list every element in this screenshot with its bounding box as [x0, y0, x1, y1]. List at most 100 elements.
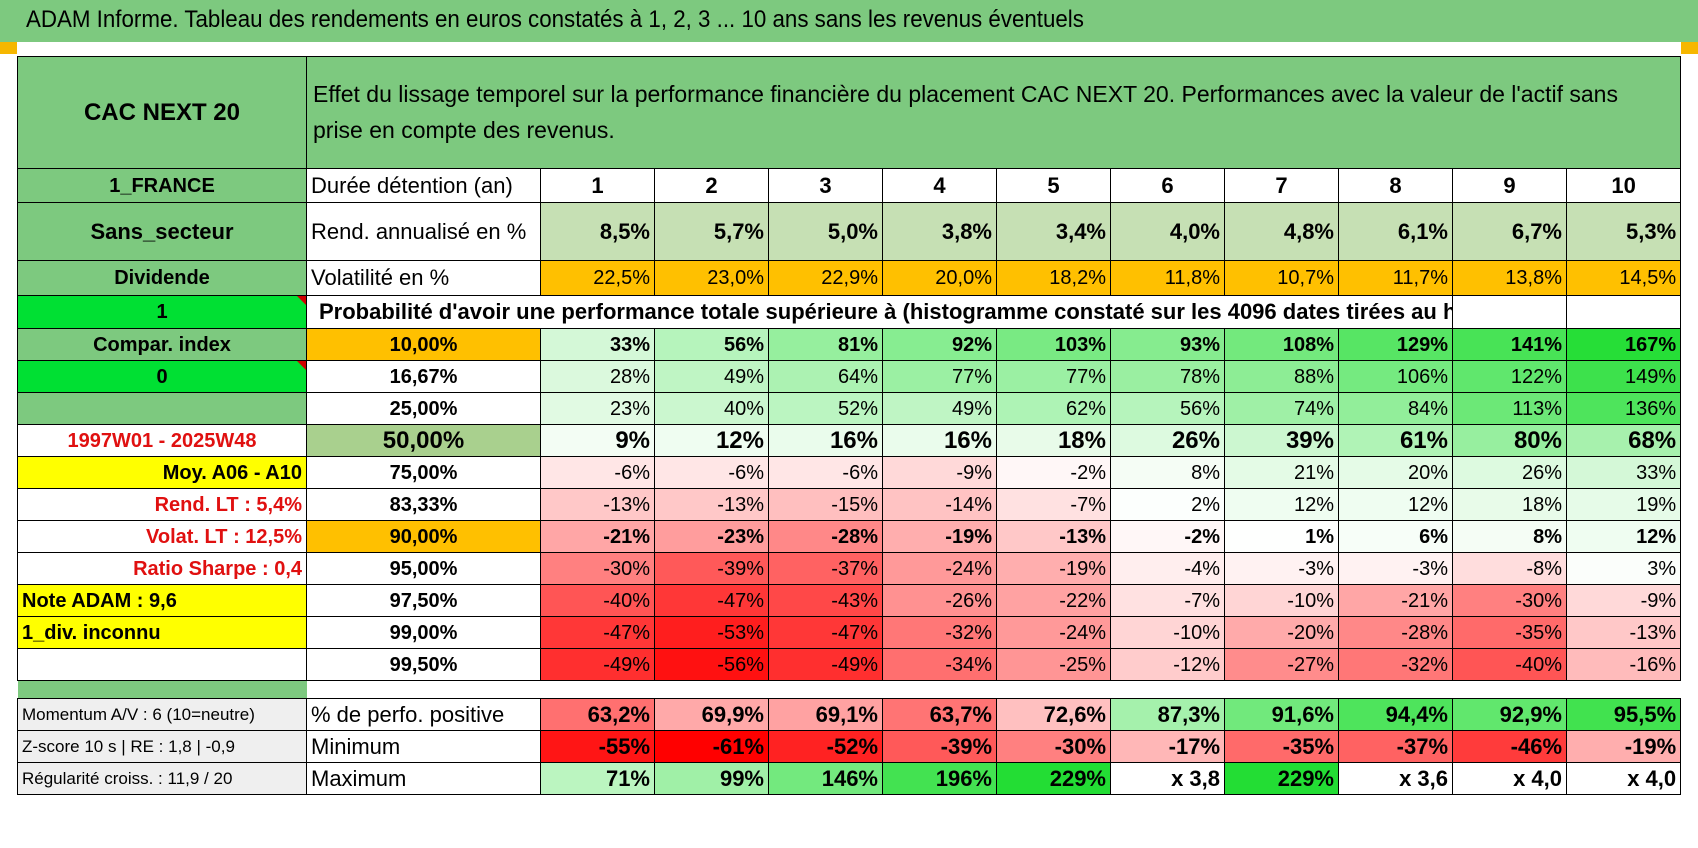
summary-value: -52%	[768, 730, 883, 763]
probability-title: Probabilité d'avoir une performance tota…	[306, 295, 1453, 329]
quantile-value: 39%	[1224, 424, 1339, 457]
quantile-value: 149%	[1565, 360, 1682, 393]
quantile-value: 93%	[1110, 328, 1225, 361]
summary-label: Maximum	[306, 762, 541, 795]
quantile-value: -39%	[654, 552, 769, 585]
country-label: 1_FRANCE	[17, 168, 307, 203]
quantile-value: -49%	[768, 648, 883, 681]
quantile-value: -23%	[654, 520, 769, 553]
annual-return-value: 4,0%	[1110, 202, 1225, 261]
probability-threshold: 50,00%	[306, 424, 541, 457]
quantile-value: -8%	[1452, 552, 1567, 585]
table-description: Effet du lissage temporel sur la perform…	[305, 56, 1682, 169]
quantile-value: 113%	[1452, 392, 1567, 425]
quantile-value: -12%	[1110, 648, 1225, 681]
quantile-value: 106%	[1338, 360, 1453, 393]
quantile-value: 74%	[1224, 392, 1339, 425]
volatility-value: 14,5%	[1565, 260, 1682, 296]
quantile-value: 6%	[1338, 520, 1453, 553]
quantile-value: 9%	[540, 424, 655, 457]
summary-value: -55%	[540, 730, 655, 763]
quantile-value: -24%	[996, 616, 1111, 649]
quantile-value: -28%	[1338, 616, 1453, 649]
probability-threshold: 83,33%	[306, 488, 541, 521]
quantile-value: -24%	[882, 552, 997, 585]
quantile-value: -9%	[1565, 584, 1682, 617]
summary-value: 99%	[654, 762, 769, 795]
quantile-value: 18%	[996, 424, 1111, 457]
quantile-value: 20%	[1338, 456, 1453, 489]
probability-threshold: 10,00%	[306, 328, 541, 361]
quantile-value: -32%	[882, 616, 997, 649]
summary-value: -17%	[1110, 730, 1225, 763]
volatility-value: 13,8%	[1452, 260, 1567, 296]
annual-return-value: 8,5%	[540, 202, 655, 261]
quantile-value: 18%	[1452, 488, 1567, 521]
quantile-value: 40%	[654, 392, 769, 425]
summary-metric: Régularité croiss. : 11,9 / 20	[17, 762, 307, 795]
flag-1: 1	[17, 295, 307, 329]
quantile-value: -6%	[654, 456, 769, 489]
empty-cell	[1565, 295, 1682, 329]
quantile-value: 49%	[654, 360, 769, 393]
annual-return-value: 3,8%	[882, 202, 997, 261]
quantile-value: 81%	[768, 328, 883, 361]
left-info-cell	[17, 392, 307, 425]
quantile-value: 12%	[1565, 520, 1682, 553]
quantile-value: 122%	[1452, 360, 1567, 393]
left-info-cell: Compar. index	[17, 328, 307, 361]
quantile-value: -7%	[1110, 584, 1225, 617]
summary-value: 91,6%	[1224, 698, 1339, 731]
quantile-value: 78%	[1110, 360, 1225, 393]
summary-value: -35%	[1224, 730, 1339, 763]
quantile-value: -49%	[540, 648, 655, 681]
quantile-value: -30%	[540, 552, 655, 585]
annual-return-value: 5,0%	[768, 202, 883, 261]
quantile-value: -47%	[768, 616, 883, 649]
quantile-value: 16%	[882, 424, 997, 457]
quantile-value: -28%	[768, 520, 883, 553]
summary-value: -30%	[996, 730, 1111, 763]
summary-value: 229%	[1224, 762, 1339, 795]
quantile-value: 64%	[768, 360, 883, 393]
quantile-value: -6%	[540, 456, 655, 489]
quantile-value: 141%	[1452, 328, 1567, 361]
quantile-value: 12%	[654, 424, 769, 457]
year-header: 10	[1565, 168, 1682, 203]
year-header: 6	[1110, 168, 1225, 203]
spacer-cell	[307, 681, 1681, 699]
quantile-value: 12%	[1338, 488, 1453, 521]
quantile-value: 1%	[1224, 520, 1339, 553]
summary-value: x 4,0	[1565, 762, 1682, 795]
quantile-value: -21%	[540, 520, 655, 553]
probability-threshold: 16,67%	[306, 360, 541, 393]
year-header: 5	[996, 168, 1111, 203]
quantile-value: 68%	[1565, 424, 1682, 457]
quantile-value: -27%	[1224, 648, 1339, 681]
probability-threshold: 97,50%	[306, 584, 541, 617]
quantile-value: 8%	[1110, 456, 1225, 489]
quantile-value: 84%	[1338, 392, 1453, 425]
quantile-value: -22%	[996, 584, 1111, 617]
quantile-value: 28%	[540, 360, 655, 393]
quantile-value: -40%	[1452, 648, 1567, 681]
summary-value: 229%	[996, 762, 1111, 795]
summary-metric: Z-score 10 s | RE : 1,8 | -0,9	[17, 730, 307, 763]
quantile-value: -2%	[1110, 520, 1225, 553]
left-info-cell: Note ADAM : 9,6	[17, 584, 307, 617]
quantile-value: -56%	[654, 648, 769, 681]
instrument-name: CAC NEXT 20	[17, 56, 307, 169]
quantile-value: 77%	[882, 360, 997, 393]
year-header: 4	[882, 168, 997, 203]
annual-return-value: 6,7%	[1452, 202, 1567, 261]
left-info-cell	[17, 648, 307, 681]
volatility-value: 10,7%	[1224, 260, 1339, 296]
summary-value: -37%	[1338, 730, 1453, 763]
left-info-cell: Moy. A06 - A10	[17, 456, 307, 489]
performance-table: CAC NEXT 20 Effet du lissage temporel su…	[17, 56, 1682, 795]
quantile-value: 88%	[1224, 360, 1339, 393]
quantile-value: 62%	[996, 392, 1111, 425]
quantile-value: -3%	[1224, 552, 1339, 585]
left-info-cell: 1997W01 - 2025W48	[17, 424, 307, 457]
quantile-value: 2%	[1110, 488, 1225, 521]
